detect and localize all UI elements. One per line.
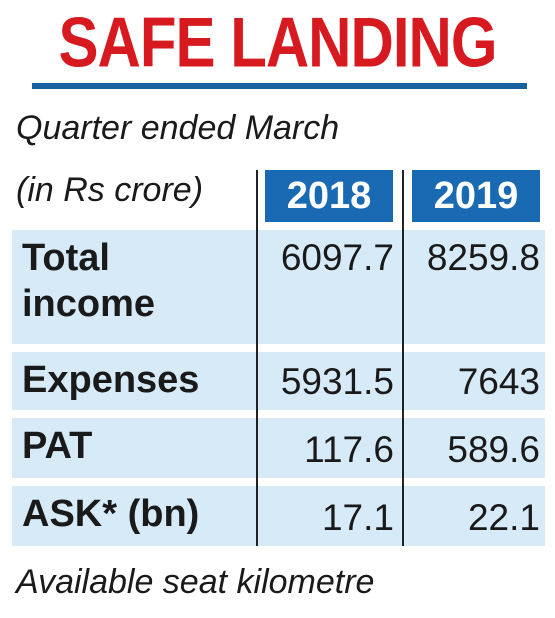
row-label-expenses: Expenses	[22, 359, 200, 401]
column-divider-2	[402, 170, 404, 546]
column-header-2019: 2019	[412, 170, 540, 222]
table-row-expenses	[12, 352, 545, 410]
cell-pat-2019: 589.6	[447, 429, 540, 470]
chart-subtitle: Quarter ended March	[16, 109, 340, 147]
cell-pat-2018: 117.6	[304, 429, 394, 470]
unit-label: (in Rs crore)	[16, 171, 204, 209]
footnote: Available seat kilometre	[16, 563, 375, 601]
cell-ask-2018: 17.1	[321, 497, 394, 538]
row-label-total: Total	[22, 237, 110, 279]
column-header-2018: 2018	[265, 170, 393, 222]
cell-total-income-2019: 8259.8	[426, 237, 540, 278]
row-label-income: income	[22, 283, 156, 325]
table-row-total-income	[12, 230, 545, 344]
cell-total-income-2018: 6097.7	[280, 237, 394, 278]
cell-expenses-2018: 5931.5	[280, 361, 394, 402]
table-row-pat	[12, 418, 545, 478]
chart-title: SAFE LANDING	[58, 2, 498, 82]
cell-expenses-2019: 7643	[457, 361, 540, 402]
title-underline	[32, 83, 527, 89]
column-divider-1	[256, 170, 258, 546]
row-label-ask: ASK* (bn)	[22, 493, 200, 535]
cell-ask-2019: 22.1	[467, 497, 540, 538]
table-row-ask	[12, 486, 545, 546]
row-label-pat: PAT	[22, 425, 93, 467]
